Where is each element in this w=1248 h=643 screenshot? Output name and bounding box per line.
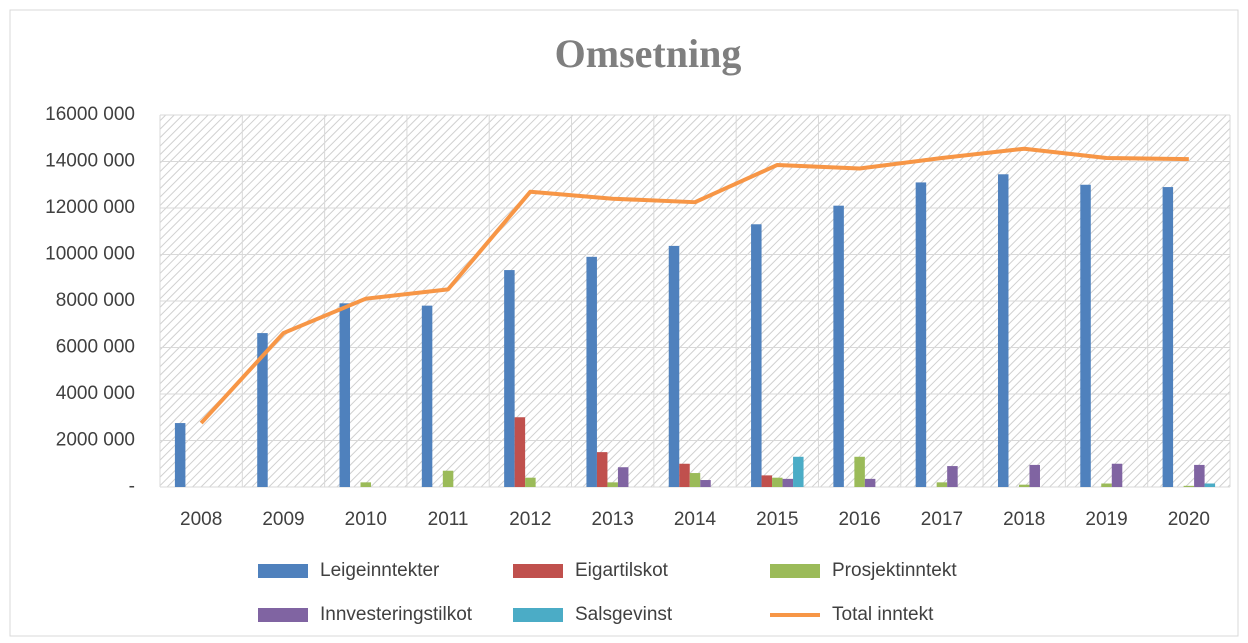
x-tick-label: 2013 bbox=[592, 509, 634, 530]
legend-swatch bbox=[513, 608, 563, 622]
bar bbox=[1183, 485, 1195, 487]
legend-label: Leigeinntekter bbox=[320, 560, 440, 581]
y-tick-label: 2000 000 bbox=[56, 430, 135, 451]
bar bbox=[596, 452, 608, 487]
x-tick-label: 2009 bbox=[262, 509, 304, 530]
y-tick-label: 4000 000 bbox=[56, 383, 135, 404]
legend-swatch bbox=[770, 564, 820, 578]
bar bbox=[514, 417, 526, 487]
bar bbox=[1204, 483, 1216, 487]
bar bbox=[700, 480, 711, 487]
line bbox=[199, 146, 1189, 425]
bar bbox=[915, 182, 927, 488]
x-tick-label: 2014 bbox=[674, 509, 717, 530]
chart-title: Omsetning bbox=[555, 31, 742, 76]
legend-swatch bbox=[513, 564, 563, 578]
bar bbox=[793, 456, 804, 487]
bar bbox=[360, 482, 372, 487]
y-tick-label: - bbox=[129, 476, 135, 497]
bar bbox=[339, 303, 351, 487]
x-tick-label: 2016 bbox=[838, 509, 880, 530]
bar bbox=[1029, 464, 1040, 487]
bar bbox=[679, 463, 690, 487]
y-tick-label: 6000 000 bbox=[56, 337, 135, 358]
x-tick-label: 2019 bbox=[1085, 509, 1127, 530]
bar bbox=[1018, 484, 1030, 487]
bar bbox=[617, 467, 629, 487]
x-tick-label: 2020 bbox=[1168, 509, 1210, 530]
legend-label: Prosjektinntekt bbox=[832, 560, 957, 581]
bar bbox=[761, 475, 773, 487]
bar bbox=[854, 456, 865, 487]
y-tick-label: 16000 000 bbox=[45, 104, 135, 125]
bar bbox=[772, 477, 783, 487]
bar bbox=[1111, 463, 1123, 487]
legend-swatch bbox=[258, 564, 308, 578]
y-tick-label: 10000 000 bbox=[45, 244, 135, 265]
bar bbox=[782, 478, 794, 487]
bar bbox=[586, 256, 597, 487]
bar bbox=[751, 224, 762, 487]
bar bbox=[668, 245, 680, 487]
x-tick-label: 2010 bbox=[345, 509, 387, 530]
legend-swatch bbox=[258, 608, 308, 622]
bar bbox=[421, 305, 433, 487]
bar bbox=[1080, 184, 1091, 487]
bar bbox=[257, 333, 268, 487]
bar bbox=[864, 478, 876, 487]
x-tick-label: 2008 bbox=[180, 509, 222, 530]
y-tick-label: 8000 000 bbox=[56, 290, 135, 311]
x-tick-label: 2015 bbox=[756, 509, 798, 530]
legend-label: Salsgevinst bbox=[575, 604, 673, 625]
bar bbox=[504, 270, 515, 487]
bar bbox=[442, 470, 454, 487]
bar bbox=[607, 482, 618, 487]
bar bbox=[1101, 483, 1112, 487]
x-tick-label: 2012 bbox=[509, 509, 551, 530]
y-tick-label: 14000 000 bbox=[45, 151, 135, 172]
bar bbox=[174, 423, 186, 487]
legend-label: Eigartilskot bbox=[575, 560, 669, 581]
bar bbox=[689, 473, 701, 487]
bar bbox=[833, 205, 844, 488]
bar bbox=[997, 174, 1009, 487]
x-tick-label: 2017 bbox=[921, 509, 963, 530]
x-tick-label: 2011 bbox=[428, 509, 469, 530]
bar bbox=[947, 466, 958, 487]
bar bbox=[525, 477, 536, 487]
legend-label: Total inntekt bbox=[832, 604, 934, 625]
bar bbox=[1194, 464, 1205, 487]
legend-label: Innvesteringstilkot bbox=[320, 604, 473, 625]
x-tick-label: 2018 bbox=[1003, 509, 1045, 530]
bar bbox=[936, 482, 948, 487]
y-tick-label: 12000 000 bbox=[45, 197, 135, 218]
bar bbox=[1162, 187, 1174, 487]
